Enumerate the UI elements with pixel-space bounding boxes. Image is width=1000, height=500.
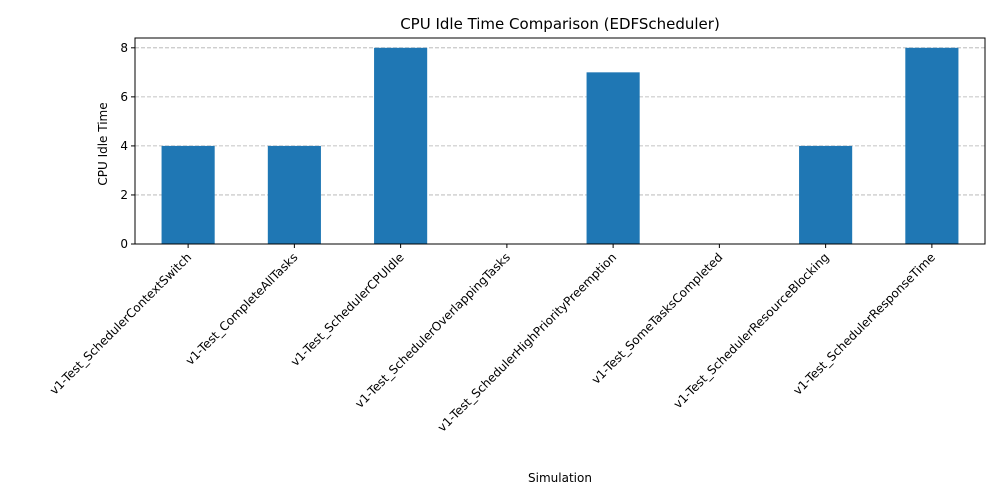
y-axis-label: CPU Idle Time [96, 102, 110, 185]
x-tick-label: v1-Test_SchedulerHighPriorityPreemption [435, 250, 619, 434]
bars [161, 47, 959, 244]
bar [161, 145, 215, 244]
x-tick-label: v1-Test_SchedulerCPUIdle [288, 250, 407, 369]
y-tick-label: 0 [120, 237, 128, 251]
plot-frame [134, 37, 986, 245]
x-axis-label: Simulation [528, 471, 592, 485]
x-tick-label: v1-Test_SchedulerContextSwitch [47, 250, 194, 397]
y-tick-label: 4 [120, 139, 128, 153]
chart-title: CPU Idle Time Comparison (EDFScheduler) [400, 15, 720, 33]
y-tick-label: 8 [120, 41, 128, 55]
bar [905, 47, 959, 244]
y-tick-label: 2 [120, 188, 128, 202]
axes [134, 37, 986, 245]
bar [267, 145, 321, 244]
x-tick-label: v1-Test_CompleteAllTasks [183, 250, 301, 368]
bar [586, 72, 640, 244]
bar [799, 145, 853, 244]
bar [374, 47, 428, 244]
y-tick-label: 6 [120, 90, 128, 104]
grid-lines [135, 47, 985, 245]
